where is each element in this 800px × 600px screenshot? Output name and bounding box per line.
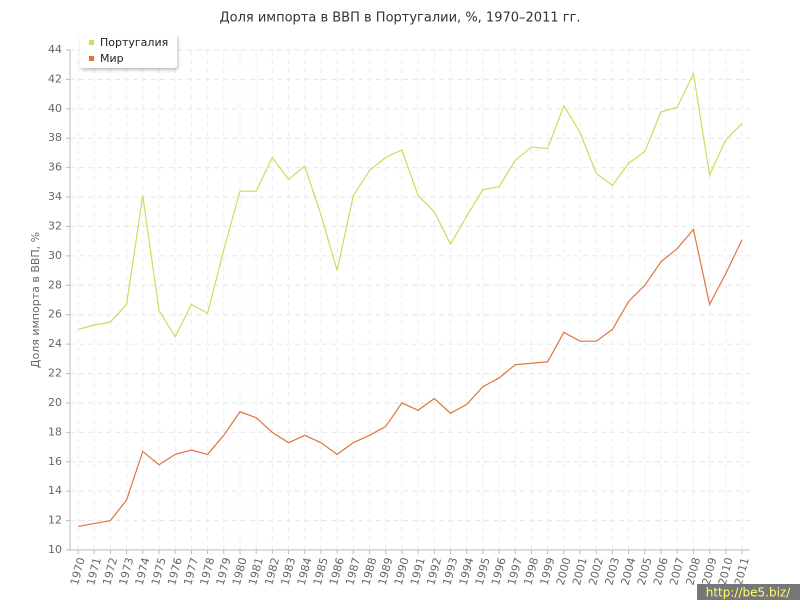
grid	[70, 49, 750, 551]
legend-swatch	[89, 40, 94, 45]
y-tick-label: 32	[48, 219, 62, 232]
y-tick-label: 34	[48, 190, 62, 203]
y-tick-label: 38	[48, 131, 62, 144]
y-tick-label: 12	[48, 514, 62, 527]
series-line	[77, 228, 743, 528]
y-axis-label: Доля импорта в ВВП, %	[29, 232, 42, 368]
y-tick-label: 26	[48, 308, 62, 321]
series-line	[77, 71, 743, 339]
y-tick-label: 28	[48, 278, 62, 291]
plot	[77, 71, 743, 528]
legend: Португалия Мир	[80, 34, 177, 68]
y-tick-label: 30	[48, 249, 62, 262]
chart-title: Доля импорта в ВВП в Португалии, %, 1970…	[219, 11, 580, 26]
legend-box	[80, 34, 177, 68]
y-tick-label: 20	[48, 396, 62, 409]
y-tick-label: 40	[48, 102, 62, 115]
y-tick-label: 42	[48, 72, 62, 85]
y-tick-label: 44	[48, 43, 62, 56]
legend-label: Португалия	[100, 36, 168, 49]
y-tick-label: 36	[48, 161, 62, 174]
y-tick-label: 18	[48, 425, 62, 438]
y-tick-label: 14	[48, 484, 62, 497]
y-tick-label: 16	[48, 455, 62, 468]
y-tick-label: 24	[48, 337, 62, 350]
legend-label: Мир	[100, 52, 124, 65]
legend-swatch	[89, 56, 94, 61]
y-tick-label: 22	[48, 367, 62, 380]
watermark-bg	[697, 584, 800, 600]
watermark: http://be5.biz/	[706, 586, 791, 600]
y-tick-label: 10	[48, 543, 62, 556]
